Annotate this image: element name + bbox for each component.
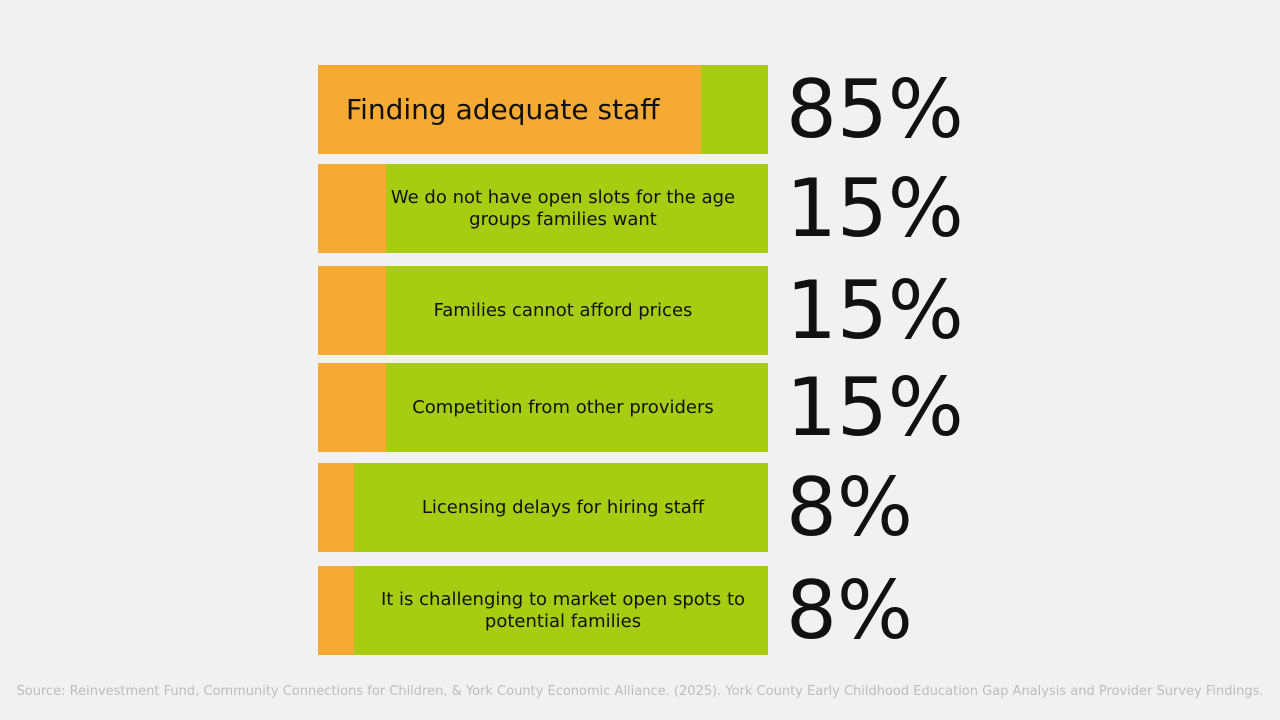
bar [318, 363, 386, 452]
bar-label: Competition from other providers [412, 396, 714, 418]
value-label: 8% [786, 564, 913, 657]
value-label: 85% [786, 63, 964, 156]
bar-label: Families cannot afford prices [433, 299, 693, 321]
value-label: 15% [786, 361, 964, 454]
bar-label: We do not have open slots for the age gr… [390, 186, 736, 230]
bar [318, 266, 386, 355]
bar-track: Finding adequate staff [318, 65, 768, 154]
source-note: Source: Reinvestment Fund, Community Con… [16, 684, 1264, 699]
value-label: 15% [786, 162, 964, 255]
bar [318, 65, 701, 154]
bar [318, 566, 354, 655]
bar-track: It is challenging to market open spots t… [318, 566, 768, 655]
bar-label: Licensing delays for hiring staff [421, 496, 705, 518]
bar [318, 164, 386, 253]
value-label: 15% [786, 264, 964, 357]
value-label: 8% [786, 461, 913, 554]
bar-track: We do not have open slots for the age gr… [318, 164, 768, 253]
bar [318, 463, 354, 552]
bar-track: Families cannot afford prices [318, 266, 768, 355]
bar-track: Licensing delays for hiring staff [318, 463, 768, 552]
bar-label: It is challenging to market open spots t… [380, 588, 746, 632]
bar-track: Competition from other providers [318, 363, 768, 452]
bar-label: Finding adequate staff [346, 93, 660, 126]
